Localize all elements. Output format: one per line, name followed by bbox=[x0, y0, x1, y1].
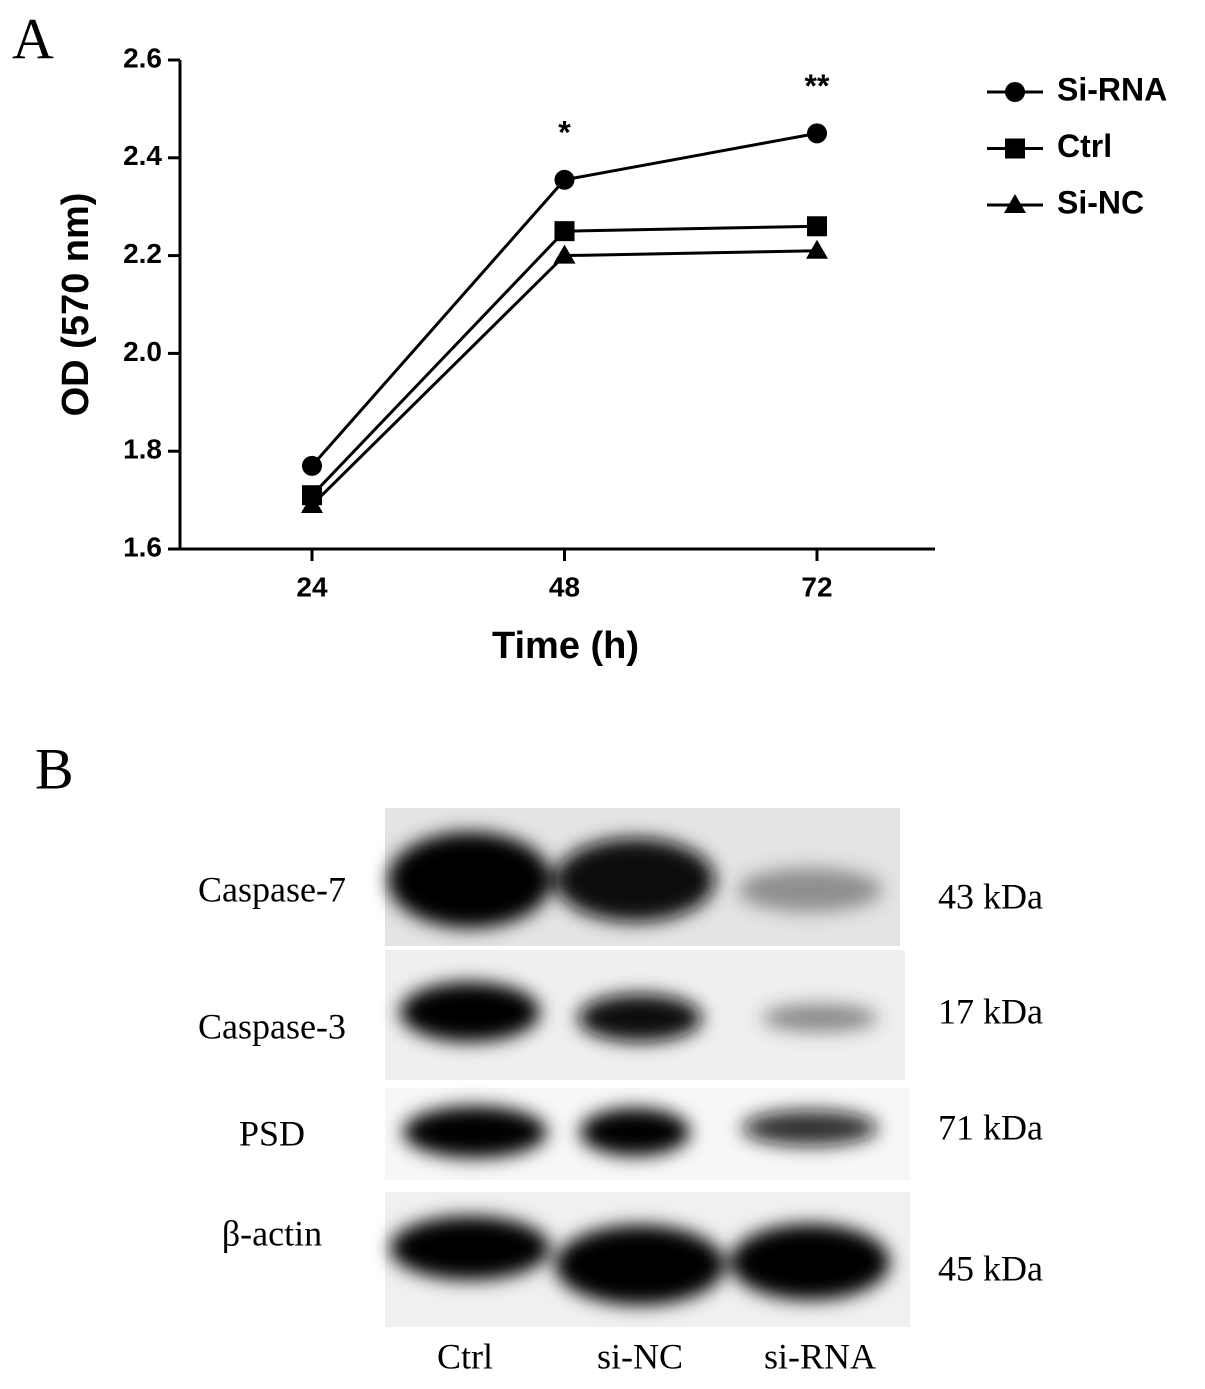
marker bbox=[554, 221, 575, 242]
marker bbox=[554, 169, 575, 190]
y-tick-label: 1.6 bbox=[123, 531, 162, 562]
legend-label: Ctrl bbox=[1057, 128, 1112, 164]
marker bbox=[1005, 82, 1025, 102]
band bbox=[555, 838, 715, 922]
marker bbox=[807, 123, 827, 144]
band bbox=[738, 868, 882, 912]
protein-label: Caspase-7 bbox=[198, 869, 346, 909]
lane-label: si-NC bbox=[597, 1336, 683, 1376]
size-label: 17 kDa bbox=[938, 991, 1043, 1031]
protein-label: PSD bbox=[239, 1113, 305, 1153]
marker bbox=[806, 239, 828, 259]
x-tick-label: 48 bbox=[549, 571, 580, 602]
marker bbox=[553, 244, 576, 264]
band bbox=[730, 1224, 890, 1300]
size-label: 43 kDa bbox=[938, 876, 1043, 916]
marker bbox=[807, 216, 827, 237]
band bbox=[742, 1110, 878, 1146]
marker bbox=[1005, 138, 1025, 159]
band bbox=[388, 832, 552, 928]
x-tick-label: 72 bbox=[801, 571, 832, 602]
blot bbox=[385, 808, 910, 1327]
size-label: 71 kDa bbox=[938, 1107, 1043, 1147]
legend-label: Si-RNA bbox=[1057, 71, 1167, 107]
y-tick-label: 2.6 bbox=[123, 42, 162, 73]
series-line bbox=[310, 224, 818, 497]
panel-label: A bbox=[12, 6, 54, 71]
band bbox=[390, 1216, 550, 1280]
y-tick-label: 2.0 bbox=[123, 336, 162, 367]
significance-label: * bbox=[558, 114, 571, 150]
marker bbox=[301, 493, 323, 513]
size-label: 45 kDa bbox=[938, 1248, 1043, 1288]
lane-label: si-RNA bbox=[764, 1336, 876, 1376]
panel-label: B bbox=[35, 736, 74, 801]
significance-label: ** bbox=[805, 68, 830, 104]
y-tick-label: 2.4 bbox=[123, 140, 162, 171]
band bbox=[762, 1004, 878, 1032]
marker bbox=[1004, 194, 1026, 213]
protein-label: Caspase-3 bbox=[198, 1006, 346, 1046]
band bbox=[580, 1108, 690, 1156]
marker bbox=[302, 455, 322, 476]
y-tick-label: 2.2 bbox=[123, 238, 162, 269]
band bbox=[400, 982, 540, 1042]
y-axis-title: OD (570 nm) bbox=[55, 193, 97, 417]
lane-label: Ctrl bbox=[437, 1336, 493, 1376]
x-tick-label: 24 bbox=[296, 571, 328, 602]
protein-label: β-actin bbox=[222, 1213, 322, 1253]
x-axis-title: Time (h) bbox=[492, 625, 639, 667]
legend-label: Si-NC bbox=[1057, 184, 1144, 220]
band bbox=[578, 994, 702, 1042]
y-tick-label: 1.8 bbox=[123, 434, 162, 465]
band bbox=[555, 1225, 725, 1305]
band bbox=[403, 1106, 547, 1158]
